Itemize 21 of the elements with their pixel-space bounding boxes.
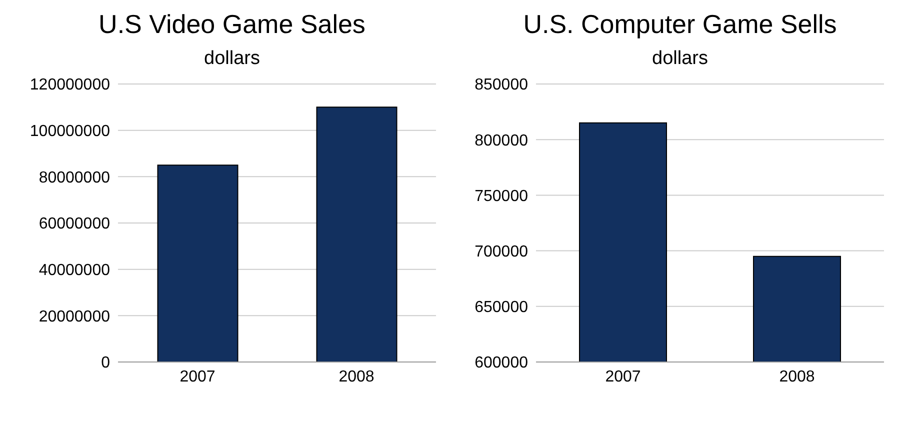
x-tick-label: 2007: [605, 368, 641, 386]
y-tick-label: 700000: [474, 243, 528, 260]
y-tick-label: 650000: [474, 299, 528, 316]
y-tick-label: 20000000: [38, 308, 110, 326]
x-tick-label: 2007: [180, 368, 216, 386]
chart-subtitle: dollars: [651, 47, 709, 71]
x-tick-label: 2008: [779, 368, 815, 386]
y-tick-label: 800000: [474, 132, 528, 150]
y-tick-label: 0: [101, 354, 110, 372]
y-tick-label: 750000: [474, 188, 528, 205]
chart-title: U.S Video Game Sales: [98, 8, 366, 40]
chart-title: U.S. Computer Game Sells: [522, 8, 838, 40]
y-tick-label: 120000000: [30, 76, 110, 94]
y-tick-label: 600000: [474, 354, 528, 372]
y-tick-label: 40000000: [38, 262, 110, 280]
x-tick-label: 2008: [338, 368, 374, 386]
y-tick-label: 80000000: [38, 169, 110, 186]
y-tick-label: 100000000: [30, 123, 110, 140]
y-tick-label: 60000000: [38, 216, 110, 233]
chart-subtitle: dollars: [203, 47, 261, 71]
y-tick-label: 850000: [474, 76, 528, 94]
